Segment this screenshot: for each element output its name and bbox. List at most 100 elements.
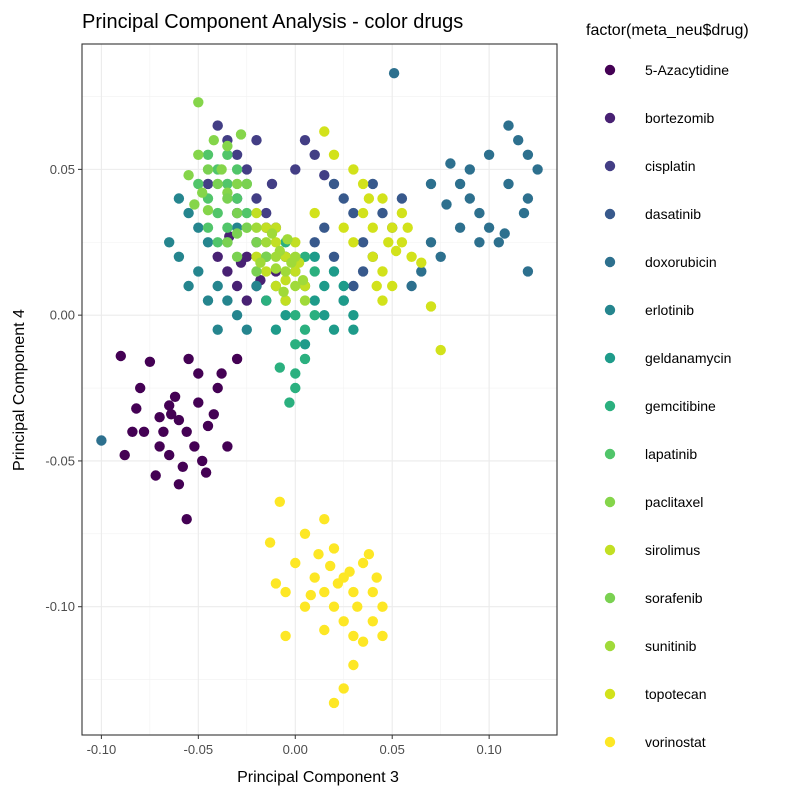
data-point — [299, 295, 311, 306]
legend-item: cisplatin — [604, 158, 696, 174]
data-point — [131, 403, 142, 414]
data-point — [290, 557, 301, 569]
data-point — [274, 362, 285, 373]
data-point — [352, 601, 363, 612]
data-point — [309, 149, 320, 160]
data-point — [202, 237, 214, 248]
legend-key — [604, 448, 616, 460]
data-point — [518, 207, 530, 219]
legend-item: sorafenib — [604, 590, 703, 606]
legend-item: geldanamycin — [604, 350, 731, 366]
legend-key — [604, 160, 616, 172]
legend-key — [604, 736, 616, 748]
data-point — [241, 178, 252, 190]
data-point — [202, 295, 214, 306]
data-point — [297, 275, 309, 286]
data-point — [212, 251, 223, 262]
data-point — [290, 266, 301, 277]
data-point — [119, 449, 130, 461]
data-point — [193, 97, 204, 108]
legend-key — [604, 304, 616, 316]
data-point — [282, 234, 293, 245]
x-axis-title: Principal Component 3 — [237, 769, 399, 786]
legend-label: sorafenib — [645, 590, 703, 606]
data-point — [222, 237, 233, 248]
legend-item: topotecan — [604, 686, 707, 702]
data-point — [493, 237, 504, 248]
data-point — [280, 275, 291, 286]
data-point — [150, 470, 161, 481]
y-tick-label: 0.05 — [50, 162, 75, 177]
data-point — [251, 266, 262, 277]
data-point — [231, 149, 243, 160]
legend-key — [604, 112, 616, 124]
data-point — [299, 339, 311, 350]
data-point — [532, 164, 543, 175]
data-point — [338, 295, 349, 306]
data-point — [266, 228, 278, 239]
legend-label: sunitinib — [645, 638, 697, 654]
data-point — [208, 409, 219, 420]
legend-item: gemcitibine — [604, 398, 716, 414]
y-axis-title: Principal Component 4 — [11, 309, 28, 471]
axes: -0.10 -0.05 0.00 0.05 0.10 -0.10 -0.05 0.00 0.05 — [45, 43, 558, 757]
data-point — [231, 207, 243, 219]
data-point — [522, 266, 534, 277]
data-point — [328, 266, 340, 277]
data-point — [396, 237, 408, 248]
data-point — [348, 310, 359, 321]
chart-title: Principal Component Analysis - color dru… — [82, 11, 463, 33]
data-point — [274, 245, 285, 257]
data-point — [328, 543, 340, 554]
data-point — [425, 178, 437, 190]
data-point — [231, 178, 243, 190]
legend-item: dasatinib — [604, 206, 701, 222]
data-point — [328, 697, 340, 709]
data-point — [290, 237, 301, 248]
data-point — [503, 178, 514, 190]
data-point — [270, 263, 282, 274]
data-point — [483, 222, 495, 233]
data-point — [367, 251, 378, 262]
data-point — [441, 199, 452, 210]
data-point — [222, 222, 233, 233]
data-point — [280, 266, 291, 277]
legend-key — [604, 544, 616, 556]
data-point — [202, 205, 214, 216]
data-point — [138, 426, 150, 437]
data-point — [367, 616, 378, 627]
data-point — [208, 135, 219, 146]
data-point — [371, 572, 382, 583]
data-point — [158, 426, 169, 437]
x-tick-label: 0.05 — [380, 742, 405, 757]
data-point — [363, 549, 375, 560]
data-point — [290, 339, 301, 350]
data-point — [202, 149, 214, 160]
data-point — [348, 164, 359, 175]
data-point — [377, 601, 388, 612]
legend-key — [604, 256, 616, 268]
data-point — [348, 324, 359, 335]
data-point — [328, 251, 340, 262]
legend-label: cisplatin — [645, 158, 696, 174]
data-point — [193, 222, 204, 233]
legend-label: paclitaxel — [645, 494, 703, 510]
x-tick-label: 0.10 — [476, 742, 501, 757]
data-point — [231, 251, 243, 262]
data-point — [261, 266, 272, 277]
data-point — [241, 324, 252, 335]
data-point — [319, 126, 330, 137]
data-point — [513, 135, 524, 146]
y-tick-label: 0.00 — [50, 308, 75, 323]
data-point — [96, 435, 107, 446]
legend-item: sunitinib — [604, 638, 697, 654]
data-point — [328, 324, 340, 335]
y-tick-label: -0.10 — [45, 599, 75, 614]
data-point — [309, 295, 320, 306]
legend-item: lapatinib — [604, 446, 697, 462]
data-point — [127, 426, 138, 437]
data-point — [166, 409, 177, 420]
data-point — [251, 237, 262, 248]
data-point — [290, 382, 301, 394]
data-point — [396, 207, 408, 219]
